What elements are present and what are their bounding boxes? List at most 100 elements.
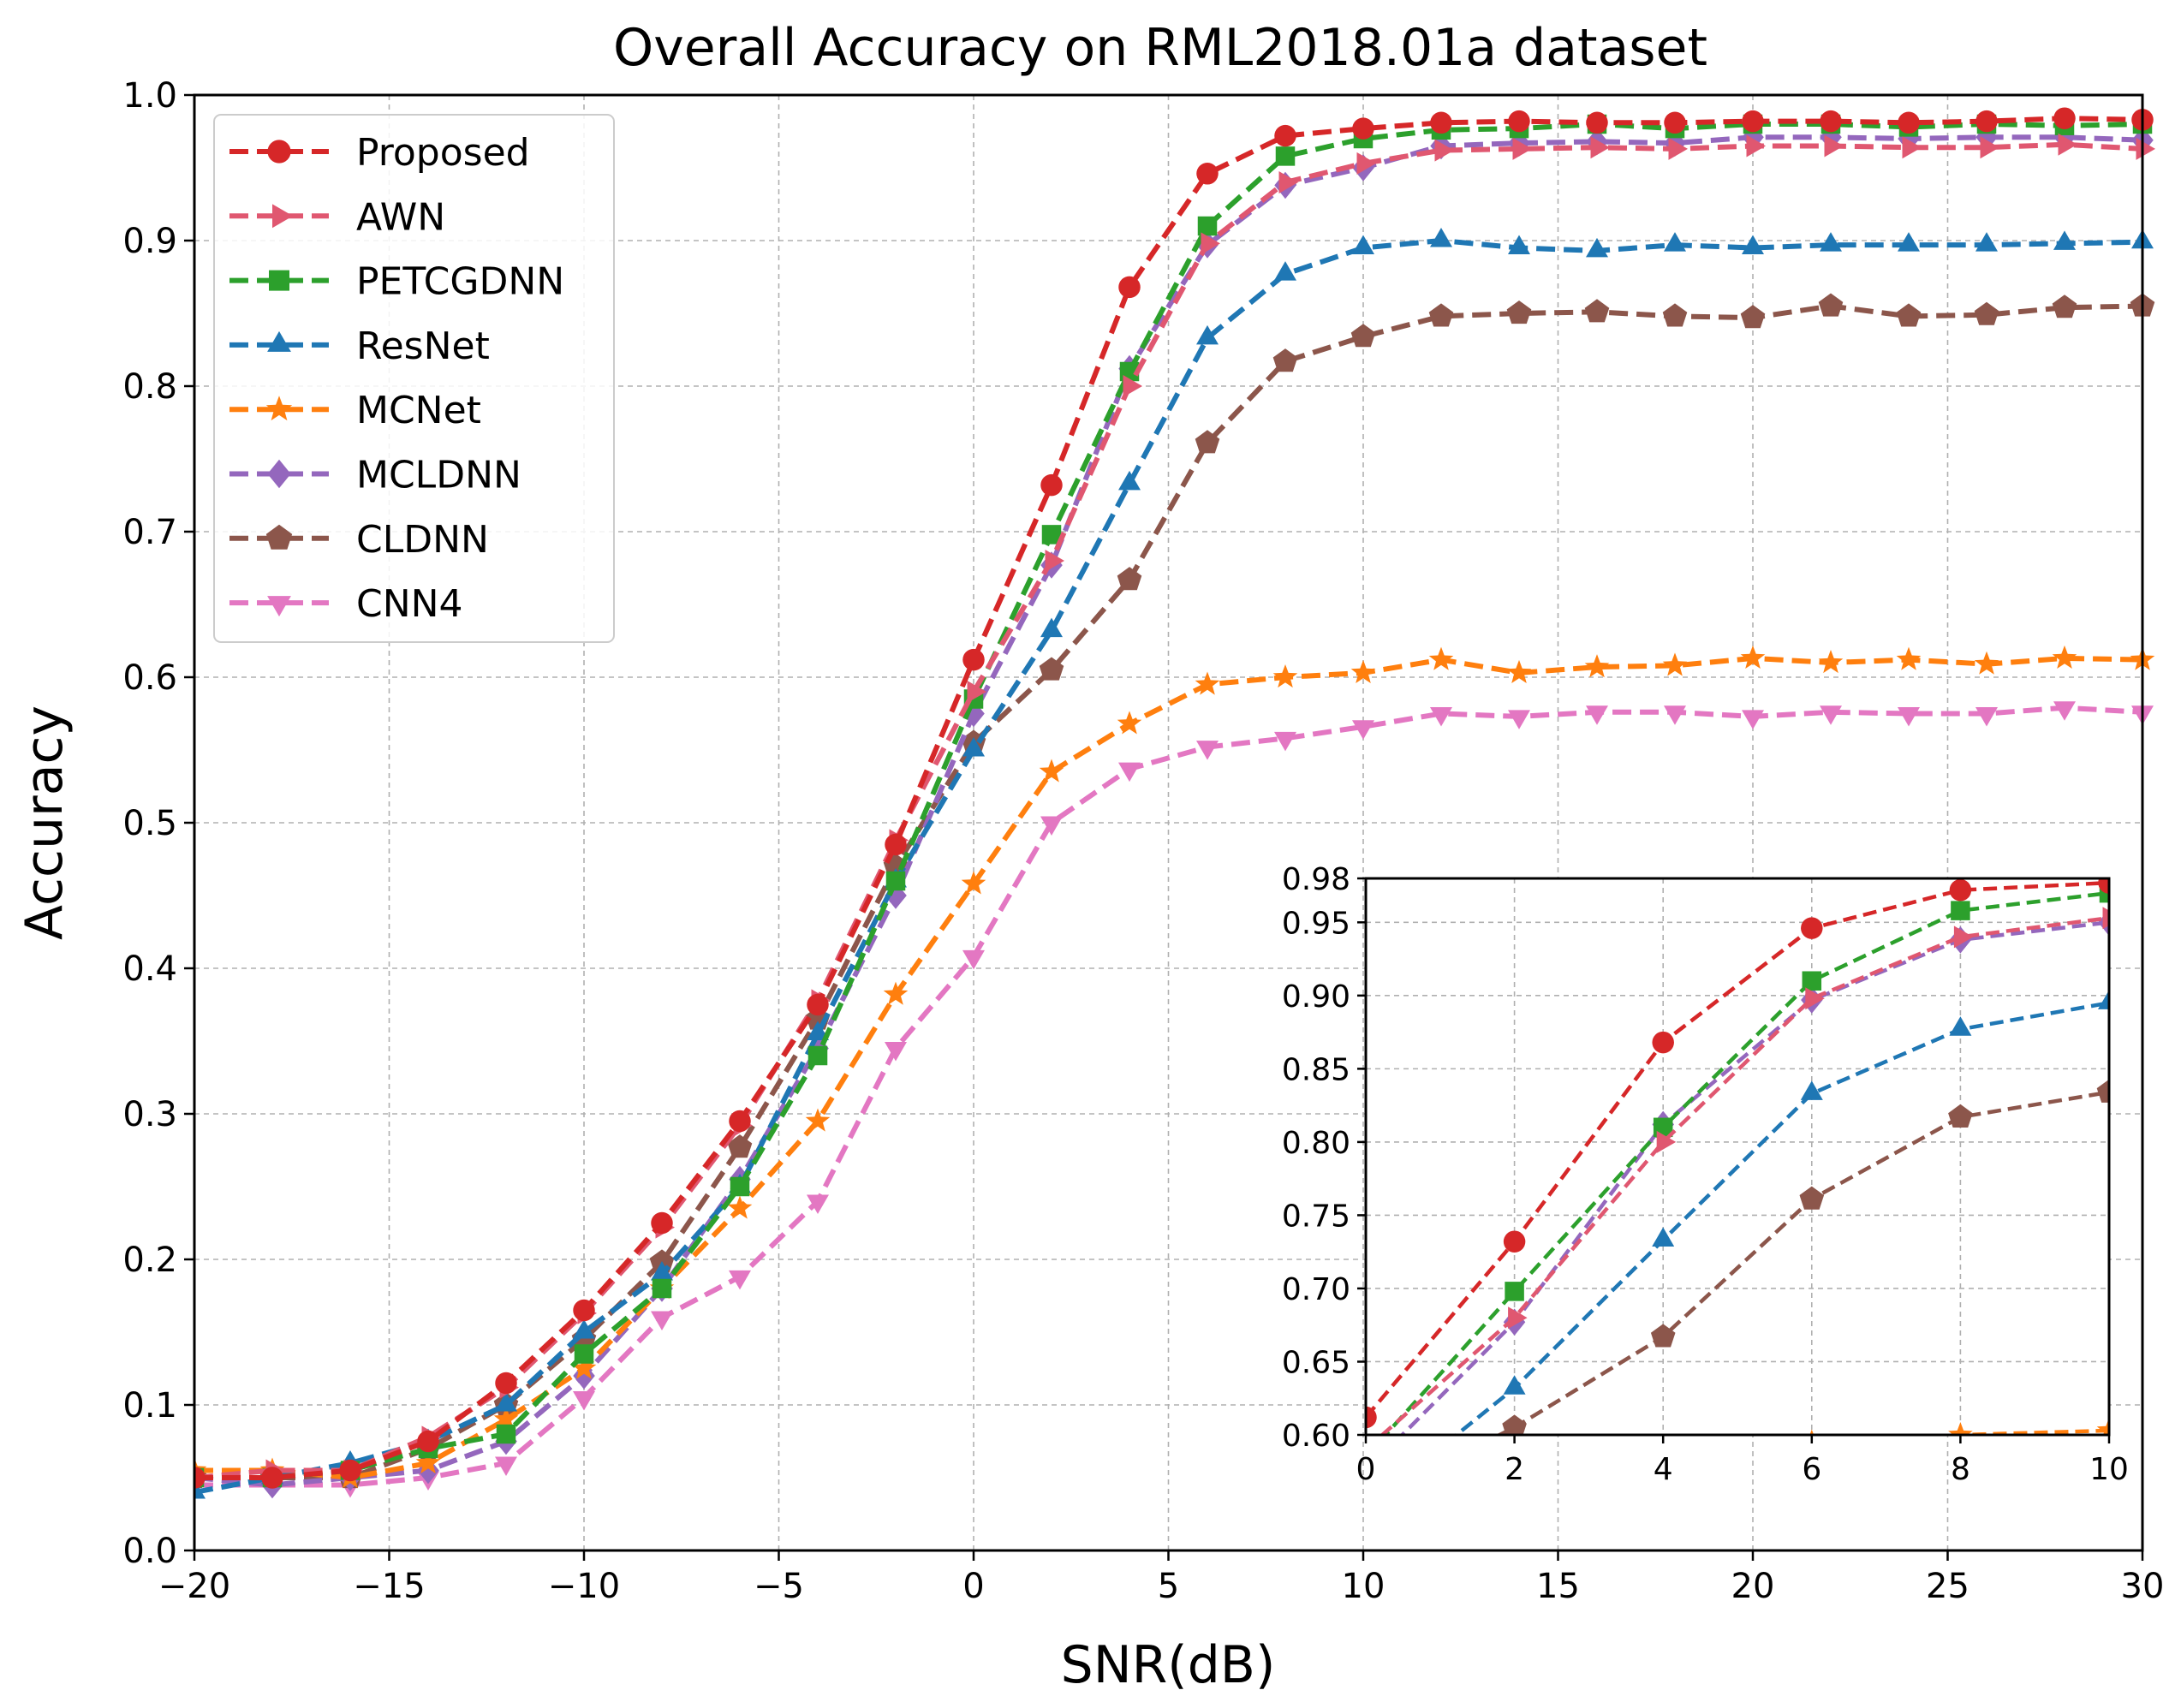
inset-series-line [1921,1428,2109,1435]
inset-series-line [1379,915,2109,1435]
inset-series-point [1652,1227,1675,1247]
series-point [1201,232,1220,255]
series-point [1275,146,1296,166]
series-point [1356,152,1376,175]
series-point [1896,646,1922,670]
legend-label: CLDNN [356,518,489,562]
inset-y-tick-label: 0.85 [1282,1052,1350,1087]
inset-series-line [1453,1001,2109,1435]
inset-y-tick-label: 0.65 [1282,1345,1350,1380]
series-point [962,949,985,970]
inset-series-point [2098,878,2109,894]
series-point [1508,710,1530,729]
series-line [194,238,2143,1495]
legend-entry: Proposed [229,131,530,175]
series-point [1898,232,1920,252]
inset-series-point [1505,1282,1524,1301]
legend-label: CNN4 [356,582,463,626]
series-point [1040,617,1063,638]
inset-series-point [1508,1306,1528,1330]
series-point [1039,657,1064,681]
series-point [573,1319,595,1339]
series-point [885,871,906,891]
series-point [1980,136,1999,159]
series-point [1274,731,1296,752]
inset-series-point [1800,1080,1823,1100]
main-y-tick-label: 0.2 [122,1241,177,1280]
inset-y-tick-label: 0.98 [1282,862,1350,897]
inset-series-point [1801,917,1823,939]
series-point [1590,136,1610,159]
inset-series-petcgdnn [1383,883,2109,1435]
series-point [1820,110,1842,133]
inset-series-point [1951,901,1970,920]
series-point [496,1424,516,1444]
series-point [1040,473,1063,497]
series-point [1508,235,1530,254]
series-point [2058,133,2077,156]
legend-marker [272,204,293,229]
inset-frame [1364,877,2111,1437]
series-point [1041,525,1062,545]
main-y-tick-label: 0.7 [122,513,177,552]
series-point [1584,654,1610,678]
series-point [1818,650,1844,674]
series-point [1195,671,1220,695]
series-point [1512,137,1532,160]
series-point [652,1278,672,1299]
series-point [1350,659,1376,683]
series-point [1664,705,1686,725]
main-x-tick-label: 10 [1342,1567,1385,1606]
series-point [1742,710,1764,729]
inset-series-point [1948,1422,1973,1435]
series-point [417,1430,439,1453]
series-point [495,1456,517,1476]
inset-series-point [1948,1104,1973,1128]
series-point [493,1407,519,1431]
series-point [1195,430,1220,454]
legend-marker [265,396,293,421]
inset-x-tick-label: 0 [1356,1452,1376,1487]
inset-series-point [1366,1406,1377,1429]
series-point [1820,705,1842,725]
series-point [651,1261,673,1281]
legend-entry: AWN [229,195,445,239]
series-point [1350,324,1376,348]
inset-y-tick-label: 0.80 [1282,1126,1350,1161]
series-point [1818,293,1844,317]
series-point [1352,720,1374,740]
inset-series-point [1502,1414,1527,1435]
legend-entry: CNN4 [229,582,463,626]
series-point [1274,124,1296,147]
inset-x-tick-label: 10 [2089,1452,2129,1487]
series-point [1975,232,1998,252]
inset-series-cldnn [1495,1079,2109,1435]
series-point [573,1391,595,1411]
series-point [1272,664,1298,688]
series-point [495,1372,517,1395]
series-line [194,705,2143,1488]
main-y-tick-label: 0.6 [122,658,177,698]
inset-y-tick-label: 0.60 [1282,1419,1350,1454]
main-x-tick-label: 5 [1158,1567,1179,1606]
inset-series-point [1949,878,1972,902]
legend-entry: MCNet [229,389,481,432]
series-point [885,833,907,856]
series-point [1664,232,1686,252]
inset-series-point [2102,907,2109,930]
inset-series-point [2096,1417,2109,1435]
main-x-tick-label: 30 [2121,1567,2165,1606]
series-point [1898,111,1920,134]
series-point [1428,646,1454,670]
series-point [194,1467,206,1489]
series-point [1197,216,1218,236]
inset-x-tick-label: 2 [1505,1452,1524,1487]
series-point [885,1042,907,1062]
series-point [1352,117,1374,140]
legend-entry: MCLDNN [229,454,521,497]
inset-y-tick-label: 0.75 [1282,1199,1350,1234]
inset-series-line [1495,1090,2109,1435]
inset-series-point [1502,1517,1527,1540]
series-point [1430,707,1452,727]
legend-marker [269,270,289,291]
